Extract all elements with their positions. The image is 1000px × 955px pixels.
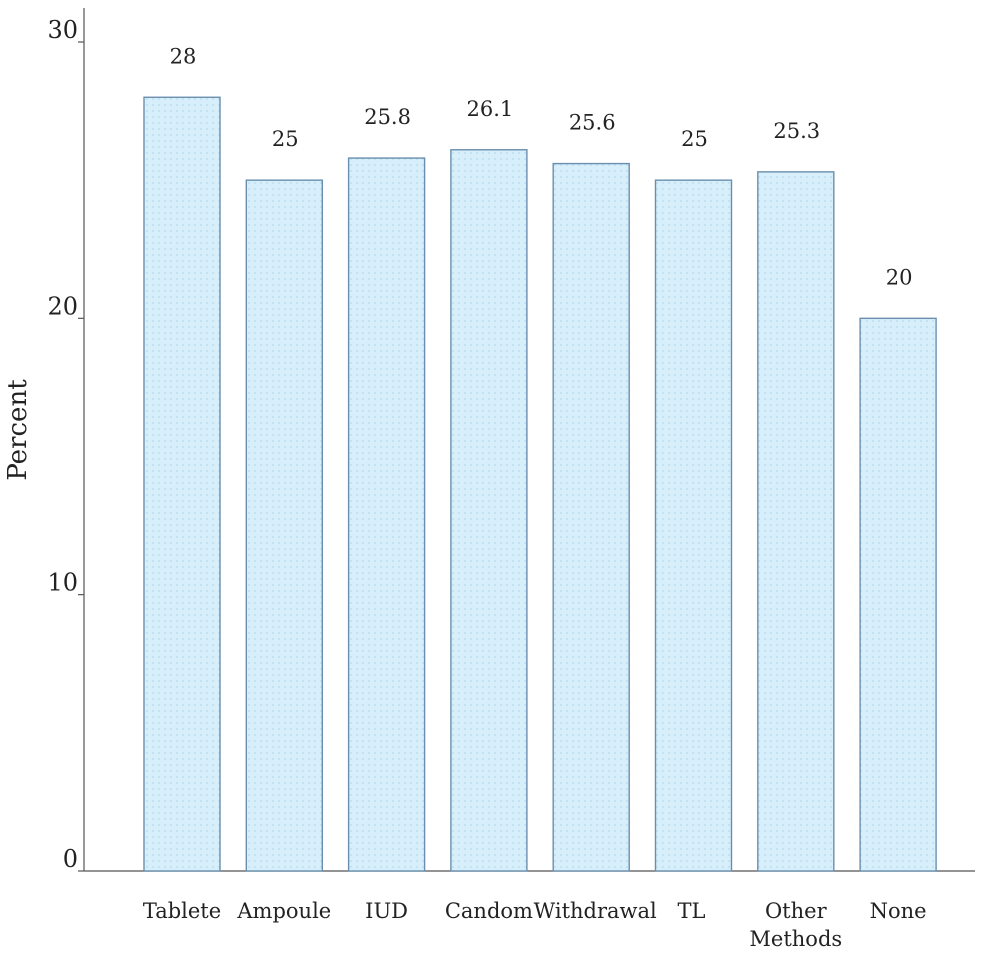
y-tick-label: 0: [63, 845, 78, 873]
y-tick-label: 20: [47, 292, 78, 320]
x-tick-label: Tablete: [143, 899, 221, 923]
x-tick-label: IUD: [365, 899, 408, 923]
x-tick-label: Withdrawal: [534, 899, 657, 923]
y-tick-label: 10: [47, 569, 78, 597]
bar-tl: [654, 179, 733, 872]
x-tick-label: None: [870, 899, 927, 923]
y-tick-label: 30: [47, 16, 78, 44]
x-tick-label: Methods: [749, 927, 842, 951]
data-label: 25.8: [364, 105, 411, 129]
data-label: 25: [681, 127, 708, 151]
bar-ampoule: [245, 179, 324, 872]
bar-candom: [450, 149, 528, 872]
x-tick-label: Candom: [445, 899, 533, 923]
bar-withdrawal: [552, 162, 630, 872]
bars: [143, 96, 937, 872]
bar-other-methods: [757, 171, 835, 872]
x-tick-label: TL: [678, 899, 706, 923]
data-label: 20: [886, 265, 913, 289]
data-label: 25.3: [773, 119, 820, 143]
data-label: 25: [272, 127, 299, 151]
data-label: 26.1: [467, 97, 514, 121]
x-tick-label: Other: [765, 899, 828, 923]
data-label: 25.6: [569, 111, 616, 135]
bar-tablete: [143, 96, 221, 872]
x-tick-label: Ampoule: [236, 899, 331, 923]
y-axis-title: Percent: [3, 379, 33, 481]
labels: 28 Tablete 25 Ampoule 25.8 IUD 26.1 Candom 25.6 W…: [143, 44, 927, 951]
bar-iud: [347, 157, 426, 872]
bar-none: [859, 317, 937, 872]
data-label: 28: [170, 44, 197, 68]
